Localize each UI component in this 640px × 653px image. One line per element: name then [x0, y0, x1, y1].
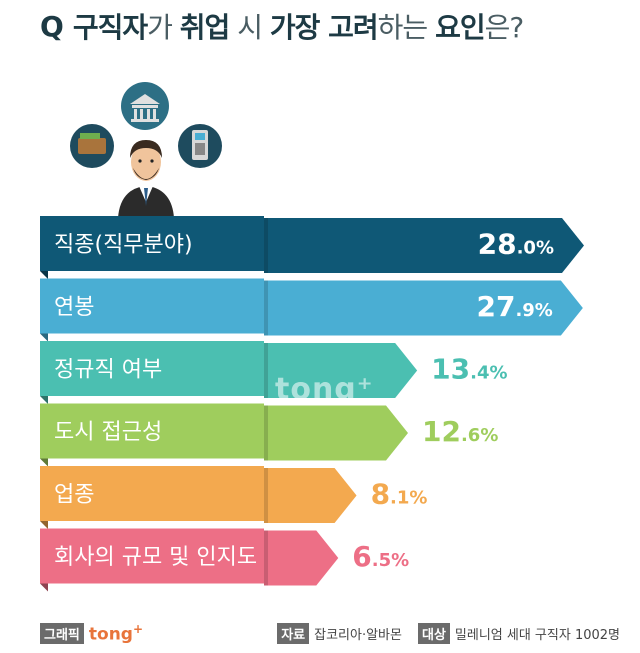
title-part-0: 구직자: [72, 11, 148, 44]
category-label-3: 도시 접근성: [54, 420, 162, 445]
title-part-7: 은?: [484, 11, 525, 44]
source-text: 잡코리아·알바몬: [314, 627, 402, 643]
bank-icon: [121, 82, 169, 130]
chart-title: Q 구직자 가 취업 시 가장 고려 하는 요인 은?: [40, 4, 620, 48]
title-part-3: 시: [229, 11, 270, 44]
category-label-2: 정규직 여부: [54, 358, 162, 383]
title-part-2: 취업: [179, 11, 231, 44]
label-tab-4: [40, 466, 264, 521]
label-tab-1: [40, 278, 264, 334]
title-part-5: 하는: [377, 11, 436, 44]
category-label-1: 연봉: [54, 295, 94, 320]
label-tab-3: [40, 403, 264, 459]
job-seeker-illustration: [70, 82, 222, 218]
bar-row-3: 도시 접근성 12.6%: [40, 403, 498, 467]
card-terminal-icon: [178, 124, 222, 168]
bar-row-2: 정규직 여부 13.4%: [40, 341, 508, 404]
man-avatar: [118, 140, 174, 218]
question-mark: Q: [40, 9, 64, 43]
title-part-6: 요인: [435, 11, 486, 44]
bar-row-5: 회사의 규모 및 인지도 6.5%: [40, 528, 409, 592]
value-label-2: 13.4%: [431, 353, 507, 386]
category-label-5: 회사의 규모 및 인지도: [54, 545, 257, 570]
bar-2: [264, 343, 418, 398]
source-tag: 자료: [277, 622, 310, 644]
bar-chart: 직종(직무분야) 28.0% 연봉 27.9% 정규직 여부 13.4% 도시 접근성 12.…: [40, 216, 584, 592]
bar-row-1: 연봉 27.9%: [40, 278, 583, 342]
value-label-1: 27.9%: [476, 290, 552, 323]
title-part-1: 가: [147, 11, 180, 44]
bar-separator-4: [264, 468, 268, 523]
bar-separator-3: [264, 405, 268, 461]
target-text: 밀레니엄 세대 구직자 1002명: [454, 627, 620, 643]
bar-4: [264, 468, 357, 523]
value-label-0: 28.0%: [478, 228, 554, 261]
value-label-5: 6.5%: [352, 540, 409, 573]
bar-separator-0: [264, 218, 268, 273]
brand-name: tong: [88, 624, 133, 645]
bar-separator-2: [264, 343, 268, 398]
brand-sup: +: [132, 621, 144, 636]
value-label-3: 12.6%: [422, 415, 498, 448]
label-tab-5: [40, 528, 264, 584]
bar-row-0: 직종(직무분야) 28.0%: [40, 216, 584, 279]
category-label-0: 직종(직무분야): [54, 233, 193, 258]
bar-separator-5: [264, 530, 268, 586]
wallet-icon: [70, 124, 114, 168]
label-tab-0: [40, 216, 264, 271]
watermark-text: tong⁺: [275, 372, 374, 407]
bar-5: [264, 530, 339, 586]
bar-3: [264, 405, 408, 461]
graphic-tag: 그래픽: [40, 622, 84, 644]
value-label-4: 8.1%: [371, 478, 428, 511]
brand-logo: tong+: [89, 622, 143, 645]
bar-separator-1: [264, 280, 268, 336]
footer: 그래픽 tong+ 자료 잡코리아·알바몬 대상 밀레니엄 세대 구직자 100…: [40, 622, 620, 644]
title-part-4: 가장 고려: [269, 11, 379, 44]
bar-1: [264, 280, 583, 336]
target-tag: 대상: [417, 622, 450, 644]
bar-row-4: 업종 8.1%: [40, 466, 427, 529]
bar-0: [264, 218, 584, 273]
label-tab-2: [40, 341, 264, 396]
category-label-4: 업종: [54, 483, 94, 508]
